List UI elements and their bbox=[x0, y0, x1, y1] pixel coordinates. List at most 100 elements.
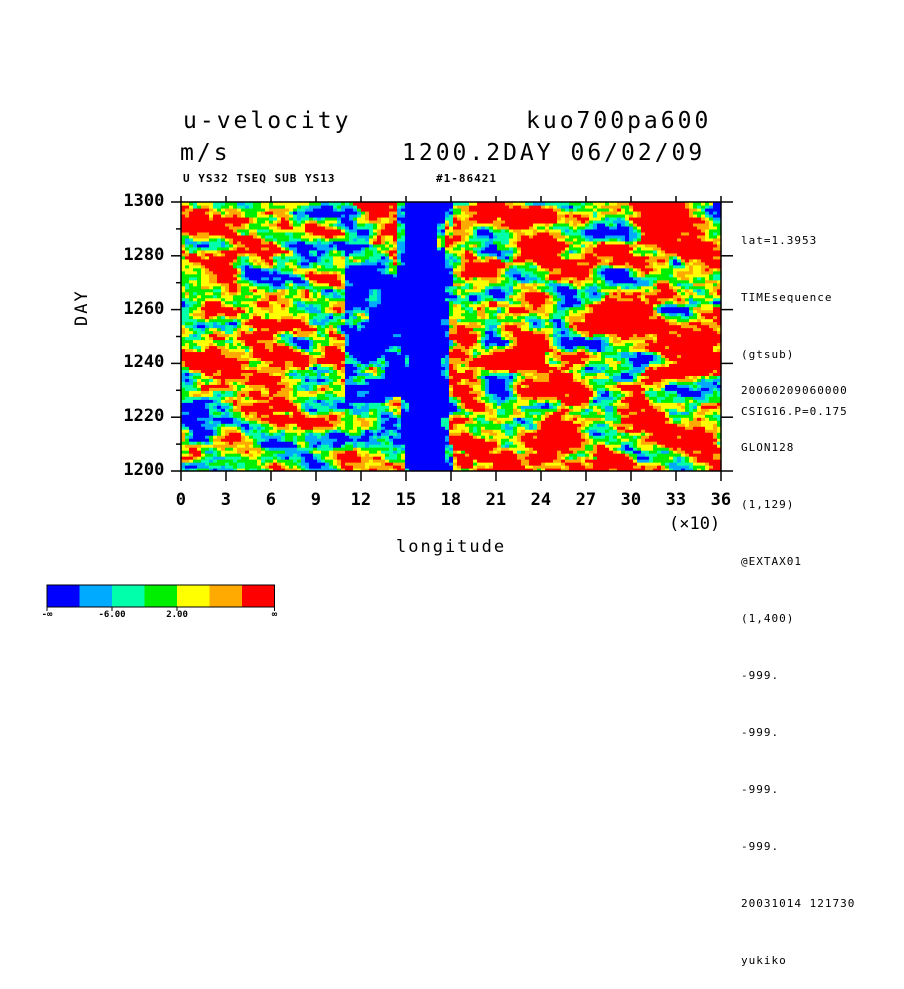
heatmap-cell bbox=[273, 408, 278, 412]
heatmap-cell bbox=[513, 408, 518, 412]
heatmap-cell bbox=[421, 459, 426, 463]
heatmap-cell bbox=[517, 444, 522, 448]
heatmap-cell bbox=[541, 393, 546, 397]
heatmap-cell bbox=[217, 468, 222, 471]
heatmap-cell bbox=[425, 465, 430, 469]
heatmap-cell bbox=[229, 468, 234, 471]
heatmap-cell bbox=[425, 429, 430, 433]
heatmap-cell bbox=[685, 462, 690, 466]
heatmap-cell bbox=[225, 453, 230, 457]
heatmap-cell bbox=[253, 420, 258, 424]
heatmap-cell bbox=[365, 411, 370, 415]
heatmap-cell bbox=[577, 417, 582, 421]
heatmap-cell bbox=[585, 399, 590, 403]
heatmap-cell bbox=[561, 390, 566, 394]
heatmap-cell bbox=[241, 402, 246, 406]
heatmap-cell bbox=[549, 420, 554, 424]
heatmap-cell bbox=[209, 396, 214, 400]
heatmap-cell bbox=[385, 441, 390, 445]
heatmap-cell bbox=[329, 465, 334, 469]
heatmap-cell bbox=[209, 444, 214, 448]
heatmap-cell bbox=[257, 468, 262, 471]
heatmap-cell bbox=[529, 453, 534, 457]
heatmap-cell bbox=[541, 399, 546, 403]
heatmap-cell bbox=[301, 399, 306, 403]
heatmap-cell bbox=[229, 465, 234, 469]
heatmap-cell bbox=[617, 444, 622, 448]
heatmap-cell bbox=[473, 435, 478, 439]
heatmap-cell bbox=[453, 456, 458, 460]
heatmap-cell bbox=[625, 447, 630, 451]
heatmap-cell bbox=[609, 432, 614, 436]
heatmap-cell bbox=[309, 423, 314, 427]
heatmap-cell bbox=[493, 387, 498, 391]
heatmap-cell bbox=[593, 411, 598, 415]
heatmap-cell bbox=[193, 411, 198, 415]
heatmap-cell bbox=[193, 441, 198, 445]
heatmap-cell bbox=[585, 429, 590, 433]
heatmap-cell bbox=[269, 462, 274, 466]
heatmap-cell bbox=[245, 465, 250, 469]
heatmap-cell bbox=[481, 435, 486, 439]
heatmap-cell bbox=[417, 453, 422, 457]
heatmap-cell bbox=[433, 396, 438, 400]
heatmap-cell bbox=[493, 429, 498, 433]
heatmap-cell bbox=[501, 384, 506, 388]
heatmap-cell bbox=[321, 432, 326, 436]
heatmap-cell bbox=[665, 438, 670, 442]
heatmap-cell bbox=[505, 402, 510, 406]
heatmap-cell bbox=[377, 426, 382, 430]
heatmap-cell bbox=[617, 450, 622, 454]
heatmap-cell bbox=[421, 447, 426, 451]
heatmap-cell bbox=[353, 444, 358, 448]
heatmap-cell bbox=[565, 447, 570, 451]
heatmap-cell bbox=[565, 432, 570, 436]
heatmap-cell bbox=[321, 390, 326, 394]
heatmap-cell bbox=[209, 381, 214, 385]
heatmap-cell bbox=[493, 417, 498, 421]
heatmap-cell bbox=[197, 426, 202, 430]
heatmap-cell bbox=[485, 402, 490, 406]
heatmap-cell bbox=[489, 456, 494, 460]
heatmap-cell bbox=[717, 435, 721, 439]
heatmap-cell bbox=[425, 387, 430, 391]
heatmap-cell bbox=[637, 459, 642, 463]
heatmap-cell bbox=[313, 408, 318, 412]
heatmap-cell bbox=[629, 441, 634, 445]
heatmap-cell bbox=[377, 408, 382, 412]
heatmap-cell bbox=[309, 462, 314, 466]
heatmap-cell bbox=[293, 459, 298, 463]
heatmap-cell bbox=[289, 447, 294, 451]
heatmap-cell bbox=[537, 402, 542, 406]
heatmap-cell bbox=[229, 429, 234, 433]
heatmap-cell bbox=[189, 456, 194, 460]
heatmap-cell bbox=[677, 465, 682, 469]
heatmap-cell bbox=[361, 420, 366, 424]
heatmap-cell bbox=[497, 426, 502, 430]
heatmap-cell bbox=[425, 468, 430, 471]
heatmap-cell bbox=[473, 420, 478, 424]
heatmap-cell bbox=[429, 411, 434, 415]
heatmap-cell bbox=[193, 429, 198, 433]
heatmap-cell bbox=[537, 384, 542, 388]
heatmap-cell bbox=[613, 393, 618, 397]
heatmap-cell bbox=[221, 453, 226, 457]
heatmap-cell bbox=[629, 396, 634, 400]
heatmap-cell bbox=[253, 459, 258, 463]
heatmap-cell bbox=[205, 456, 210, 460]
heatmap-cell bbox=[441, 387, 446, 391]
heatmap-cell bbox=[185, 408, 190, 412]
heatmap-cell bbox=[329, 396, 334, 400]
heatmap-cell bbox=[633, 399, 638, 403]
heatmap-cell bbox=[289, 444, 294, 448]
heatmap-cell bbox=[389, 429, 394, 433]
heatmap-cell bbox=[449, 396, 454, 400]
heatmap-cell bbox=[305, 465, 310, 469]
heatmap-cell bbox=[477, 441, 482, 445]
heatmap-cell bbox=[265, 402, 270, 406]
heatmap-cell bbox=[509, 444, 514, 448]
heatmap-cell bbox=[217, 417, 222, 421]
heatmap-cell bbox=[317, 393, 322, 397]
heatmap-cell bbox=[469, 420, 474, 424]
heatmap-cell bbox=[349, 405, 354, 409]
